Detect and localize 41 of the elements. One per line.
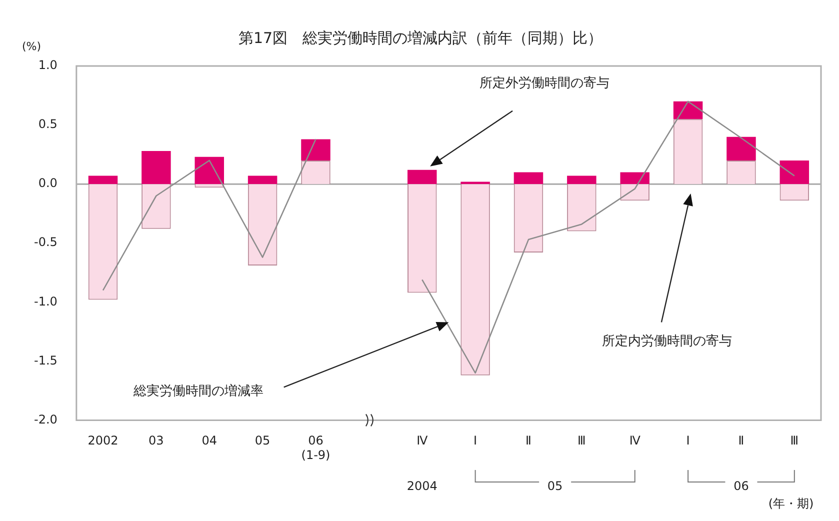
y-axis-title: (%)	[22, 40, 42, 53]
x-tick-label: Ⅱ	[526, 434, 532, 448]
x-tick-label: Ⅲ	[578, 434, 586, 448]
text: (年・期)	[766, 496, 816, 512]
x-tick-label: 04	[202, 434, 218, 448]
bar	[407, 170, 437, 184]
x-tick-label: Ⅳ	[416, 434, 428, 448]
x-tick-label: 03	[148, 434, 164, 448]
annotation: 所定外労働時間の寄与	[479, 74, 610, 92]
y-tick-label: -1.5	[34, 353, 58, 368]
y-tick-label: -2.0	[34, 412, 58, 426]
text: 05	[545, 479, 565, 493]
text: 06	[732, 479, 751, 493]
annotation: 総実労働時間の増減率	[134, 382, 264, 400]
x-tick-label: Ⅳ	[629, 434, 640, 448]
text: 2004	[404, 479, 440, 493]
bar	[726, 136, 756, 160]
bar	[460, 182, 490, 184]
annotation: 所定内労働時間の寄与	[602, 332, 732, 350]
bar	[780, 160, 810, 184]
x-tick-label: Ⅲ	[790, 434, 799, 448]
y-tick-label: 0.0	[38, 176, 58, 190]
y-tick-label: 1.0	[38, 58, 58, 72]
x-tick-label: Ⅱ	[738, 434, 744, 448]
x-tick-label: 06 (1-9)	[301, 434, 330, 462]
y-tick-label: -1.0	[34, 294, 58, 308]
bar	[567, 176, 596, 184]
x-tick-label: 2002	[88, 434, 118, 448]
bar	[620, 172, 650, 184]
chart-title: 第17図 総実労働時間の増減内訳（前年（同期）比）	[238, 28, 603, 47]
bar	[248, 176, 278, 184]
y-tick-label: -0.5	[34, 235, 58, 250]
bar	[514, 172, 544, 184]
bar	[142, 151, 171, 184]
bar	[301, 139, 330, 160]
x-tick-label: Ⅰ	[474, 434, 478, 448]
bar	[88, 176, 118, 184]
y-tick-label: 0.5	[38, 117, 58, 132]
x-tick-label: 05	[254, 434, 270, 448]
bar	[194, 156, 224, 184]
x-tick-label: Ⅰ	[686, 434, 690, 448]
